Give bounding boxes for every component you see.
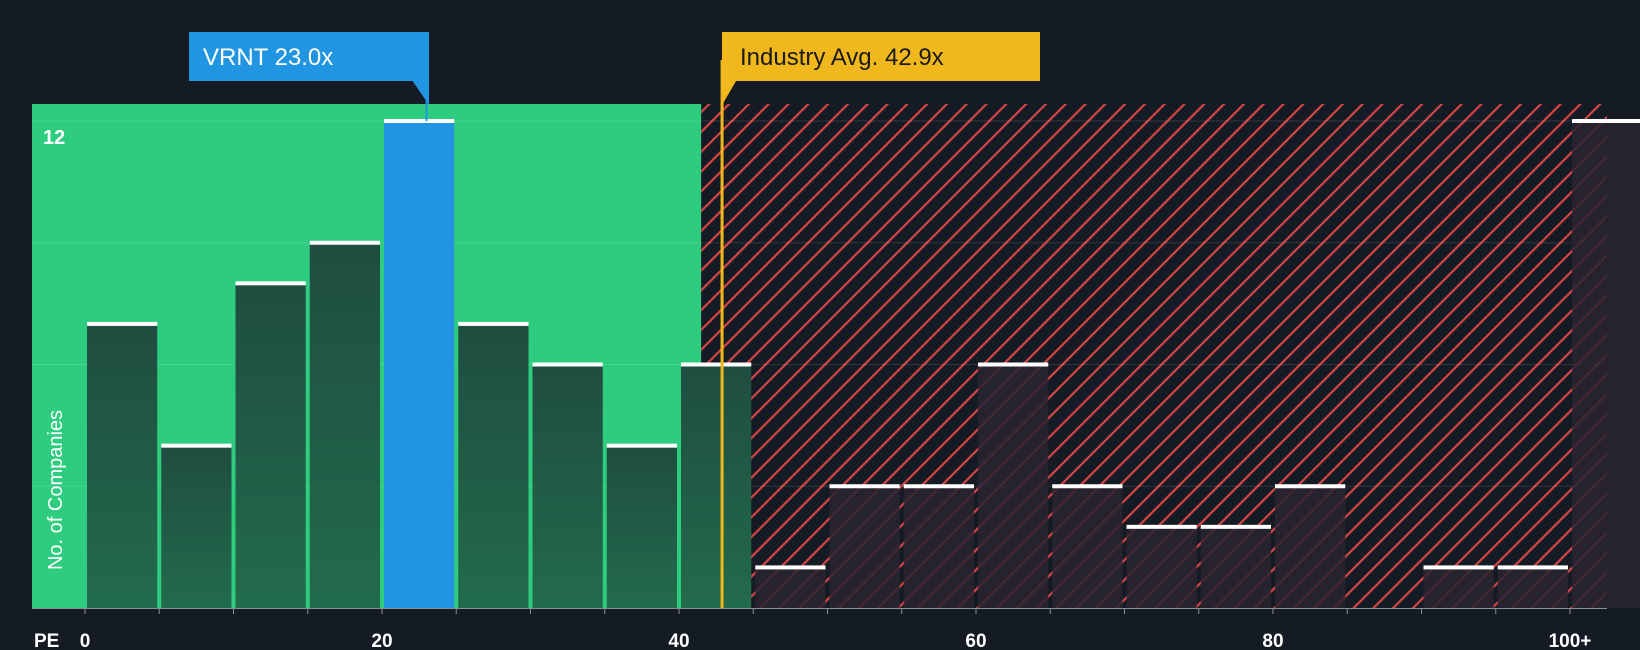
bar-cap bbox=[235, 281, 306, 286]
bar-cap bbox=[532, 362, 603, 367]
industry-avg-callout: Industry Avg. 42.9x bbox=[722, 32, 1040, 105]
histogram-bar bbox=[1052, 486, 1123, 608]
company-pe-label: VRNT 23.0x bbox=[203, 44, 333, 71]
bar-cap bbox=[309, 240, 380, 245]
x-tick-labels: 0 20 40 60 80 100+ bbox=[80, 631, 1592, 650]
histogram-bar bbox=[1423, 567, 1494, 608]
bar-cap bbox=[1200, 524, 1271, 529]
bars bbox=[84, 119, 1640, 614]
histogram-bar bbox=[755, 567, 826, 608]
bar-cap bbox=[1052, 484, 1123, 489]
histogram-bar bbox=[1200, 526, 1271, 608]
bar-cap bbox=[87, 321, 158, 326]
x-tick-label: 40 bbox=[668, 631, 689, 650]
industry-avg-label-box bbox=[722, 32, 1040, 105]
company-pe-label-box bbox=[189, 32, 429, 105]
histogram-bar bbox=[1275, 486, 1346, 608]
bar-cap bbox=[978, 362, 1049, 367]
histogram-bar bbox=[458, 323, 529, 608]
histogram-bar bbox=[606, 445, 677, 608]
bar-cap bbox=[1572, 119, 1640, 123]
histogram-bar bbox=[1497, 567, 1568, 608]
histogram-bar bbox=[532, 364, 603, 608]
histogram-bar bbox=[829, 486, 900, 608]
histogram-bar bbox=[87, 323, 158, 608]
bar-cap bbox=[458, 321, 529, 326]
bar-cap bbox=[161, 443, 232, 448]
bar-cap bbox=[1126, 524, 1197, 529]
histogram-bar bbox=[161, 445, 232, 608]
y-tick-label: 12 bbox=[43, 127, 65, 149]
histogram-bar bbox=[235, 283, 306, 608]
company-pe-callout: VRNT 23.0x bbox=[189, 32, 429, 105]
y-axis-label: No. of Companies bbox=[45, 410, 67, 570]
bar-cap bbox=[681, 362, 752, 367]
histogram-bar bbox=[903, 486, 974, 608]
industry-avg-label: Industry Avg. 42.9x bbox=[740, 44, 944, 71]
bar-cap bbox=[755, 565, 826, 570]
x-axis-label: PE bbox=[34, 631, 59, 650]
x-tick-label: 100+ bbox=[1549, 631, 1592, 650]
histogram-bar bbox=[384, 121, 455, 608]
histogram-bar bbox=[1126, 526, 1197, 608]
bar-cap bbox=[1497, 565, 1568, 570]
x-tick-label: 80 bbox=[1262, 631, 1283, 650]
histogram-bar bbox=[978, 364, 1049, 608]
bar-cap bbox=[903, 484, 974, 489]
histogram-bar bbox=[1572, 121, 1640, 608]
histogram-bar bbox=[309, 242, 380, 608]
bar-cap bbox=[1275, 484, 1346, 489]
x-tick-label: 60 bbox=[965, 631, 986, 650]
x-tick-label: 0 bbox=[80, 631, 91, 650]
bar-cap bbox=[829, 484, 900, 489]
bar-cap bbox=[606, 443, 677, 448]
x-tick-label: 20 bbox=[371, 631, 392, 650]
bar-cap bbox=[384, 119, 455, 123]
bar-cap bbox=[1423, 565, 1494, 570]
histogram-bar bbox=[681, 364, 752, 608]
